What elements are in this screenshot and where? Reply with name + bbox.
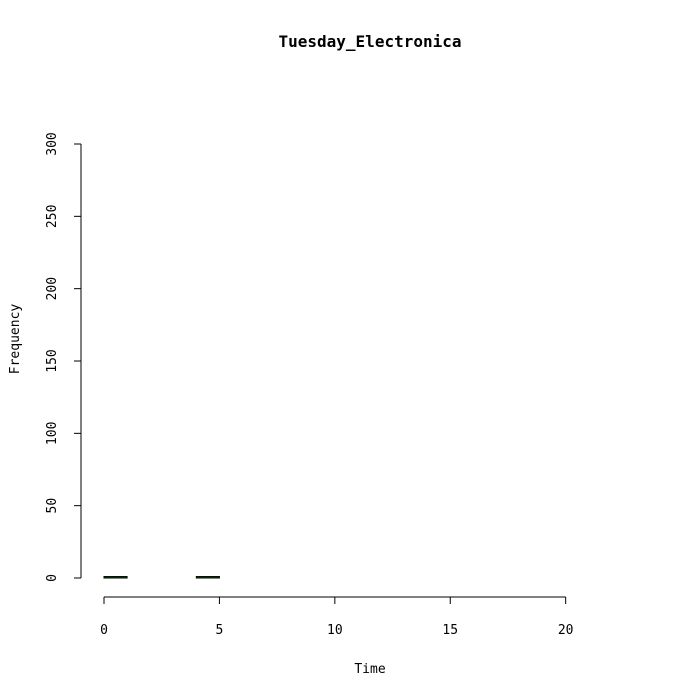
x-axis-label: Time xyxy=(354,662,385,677)
y-tick-label: 0 xyxy=(45,574,60,582)
y-tick-label: 300 xyxy=(45,132,60,155)
y-axis-label: Frequency xyxy=(8,304,23,375)
x-tick-label: 15 xyxy=(442,623,458,638)
x-tick-label: 10 xyxy=(327,623,343,638)
y-axis: 0 50 100 150 200 250 300 xyxy=(45,132,82,582)
x-tick-label: 20 xyxy=(558,623,574,638)
histogram-bars xyxy=(103,576,220,579)
x-axis: 0 5 10 15 20 xyxy=(100,596,574,638)
y-tick-label: 50 xyxy=(45,498,60,514)
y-tick-label: 150 xyxy=(45,349,60,372)
x-tick-label: 5 xyxy=(216,623,224,638)
chart-title: Tuesday_Electronica xyxy=(278,32,461,51)
y-tick-label: 100 xyxy=(45,422,60,445)
histogram-bar xyxy=(103,576,128,579)
y-tick-label: 250 xyxy=(45,205,60,228)
histogram-bar xyxy=(195,576,220,579)
y-tick-label: 200 xyxy=(45,277,60,300)
x-tick-label: 0 xyxy=(100,623,108,638)
